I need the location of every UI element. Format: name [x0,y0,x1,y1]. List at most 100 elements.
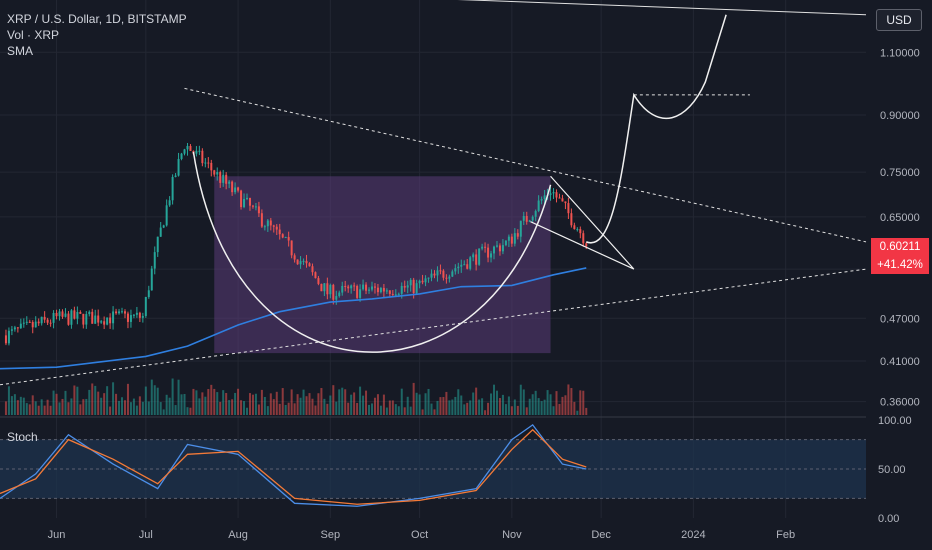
candle-body [525,216,528,222]
sma-indicator-label[interactable]: SMA [7,44,34,58]
candle-body [561,198,564,202]
sma-line [0,267,587,370]
candle-body [379,287,382,293]
symbol-title[interactable]: XRP / U.S. Dollar, 1D, BITSTAMP [7,12,187,26]
candle-body [126,313,129,322]
candle-body [150,268,153,291]
candle-body [534,211,537,217]
volume-bar [466,402,469,415]
volume-bar [10,396,13,415]
candle-body [362,284,365,290]
volume-bar [314,405,317,415]
candle-body [329,284,332,295]
candle-body [25,321,28,323]
candle-body [344,285,347,287]
price-tick-3: 0.65000 [880,212,920,224]
candles[interactable] [4,142,588,346]
candle-body [519,220,522,237]
candle-body [278,229,281,235]
volume-bar [412,382,415,415]
candle-body [487,247,490,258]
volume-bar [201,392,204,415]
volume-bar [478,399,481,415]
candle-body [231,181,234,193]
price-tick-1: 0.90000 [880,110,920,122]
volume-bar [308,393,311,415]
candle-body [70,310,73,325]
candle-body [501,245,504,252]
volume-bar [132,398,135,415]
candle-body [180,153,183,159]
candle-body [240,190,243,208]
volume-bar [189,407,192,415]
time-tick-5: Nov [502,529,522,541]
volume-bar [234,392,237,415]
candle-body [451,271,454,277]
candle-body [37,321,40,324]
candle-body [573,225,576,230]
candle-body [495,245,498,247]
volume-bar [582,390,585,415]
candle-body [376,287,379,293]
volume-bar [28,404,31,415]
volume-bar [168,397,171,415]
volume-bar [323,398,326,415]
candle-body [528,220,531,222]
volume-bar [320,388,323,415]
candle-body [266,220,269,227]
volume-bar [388,400,391,415]
volume-bar [284,404,287,415]
candle-body [73,310,76,319]
candle-body [144,296,147,316]
candle-body [552,192,555,194]
candle-body [445,277,448,279]
candle-body [439,270,442,272]
volume-bar [34,401,37,415]
candle-body [424,278,427,283]
volume-bar [237,388,240,415]
volume-bar [454,396,457,415]
volume-bar [305,396,308,415]
volume-bar [73,385,76,415]
candle-body [582,233,585,244]
volume-indicator-label[interactable]: Vol · XRP [7,28,60,42]
volume-bar [537,398,540,415]
chart-legend: XRP / U.S. Dollar, 1D, BITSTAMP Vol · XR… [7,11,187,59]
candle-body [475,254,478,265]
currency-button[interactable]: USD [876,9,922,31]
candle-body [412,279,415,294]
volume-bar [150,379,153,415]
volume-bar [94,385,97,415]
volume-bar [430,403,433,415]
candle-body [433,273,436,276]
volume-bar [225,392,228,415]
volume-bar [192,388,195,415]
candle-body [34,321,37,328]
stoch-tick-0: 100.00 [878,415,912,427]
candle-body [427,277,430,279]
candle-body [406,285,409,288]
candle-body [28,321,31,323]
candle-body [82,313,85,325]
volume-bar [332,385,335,415]
candle-body [228,181,231,184]
volume-bar [347,402,350,415]
volume-bar [70,398,73,415]
candle-body [335,296,338,300]
volume-bar [43,405,46,415]
volume-bar [254,393,257,415]
lower-trendline [0,268,867,386]
candle-body [52,312,55,323]
stoch-pane-label[interactable]: Stoch [7,430,38,444]
volume-bar [240,400,243,415]
candle-body [359,289,362,298]
candle-body [311,266,314,273]
volume-bar [469,400,472,415]
candle-body [135,312,138,315]
candle-body [43,316,46,320]
volume-bar [144,386,147,415]
candle-body [219,172,222,183]
volume-bar [359,386,362,415]
candle-body [67,313,70,325]
